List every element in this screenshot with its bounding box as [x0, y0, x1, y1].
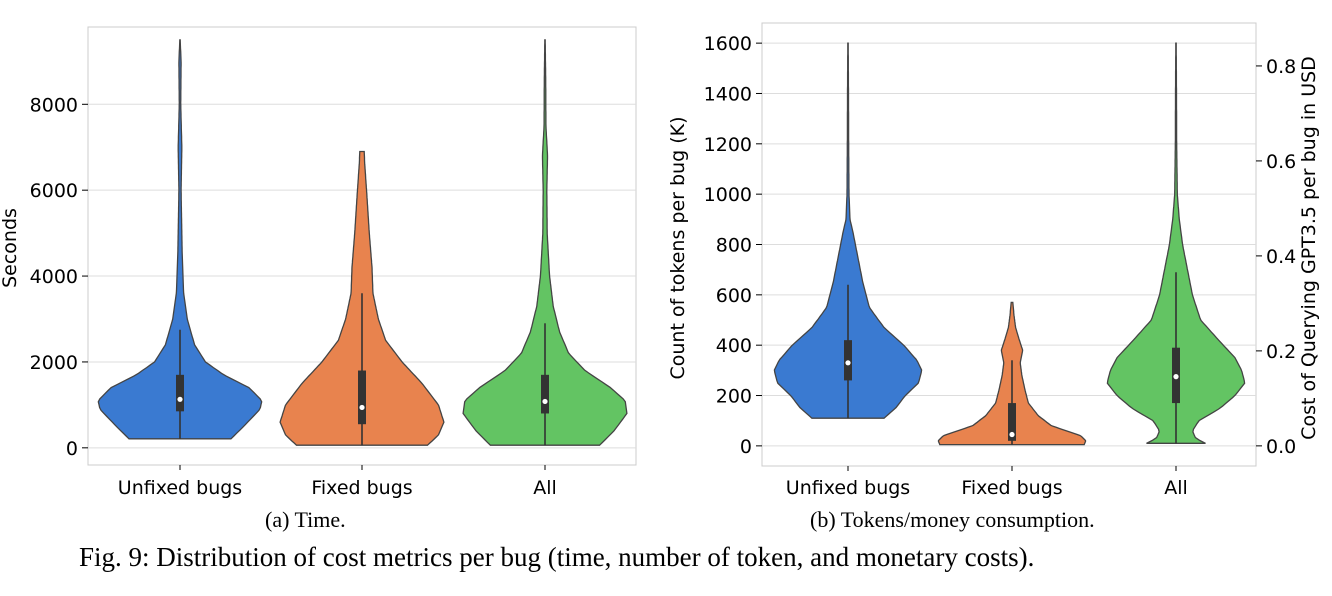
secondary-y-axis-label: Cost of Querying GPT3.5 per bug in USD [1298, 56, 1320, 440]
figure-caption: Fig. 9: Distribution of cost metrics per… [79, 542, 1035, 572]
median-marker [1009, 431, 1015, 438]
y-tick-label: 6000 [30, 180, 78, 202]
y-tick-label: 1400 [704, 83, 752, 105]
y-tick-label: 0 [740, 436, 752, 458]
subfigure-caption-a: (a) Time. [265, 507, 346, 532]
y-tick-label: 1600 [704, 33, 752, 55]
y-axis-label: Count of tokens per bug (K) [667, 117, 689, 380]
violin-body [773, 42, 923, 419]
x-tick-label: Fixed bugs [311, 477, 412, 499]
median-marker [1173, 374, 1179, 380]
secondary-y-tick-label: 0.6 [1266, 151, 1296, 173]
x-tick-labels: Unfixed bugs Fixed bugs All [786, 466, 1188, 499]
y-tick-label: 600 [716, 285, 752, 307]
x-tick-label: Unfixed bugs [786, 477, 910, 499]
secondary-y-tick-label: 0.0 [1266, 436, 1296, 458]
violins [97, 39, 628, 446]
secondary-y-tick-label: 0.4 [1266, 246, 1296, 268]
y-tick-labels: 0 2000 4000 6000 8000 [30, 94, 88, 460]
x-tick-label: Fixed bugs [961, 477, 1062, 499]
median-marker [845, 360, 851, 366]
secondary-y-tick-labels: 0.0 0.2 0.4 0.6 0.8 [1256, 56, 1296, 458]
y-tick-labels: 0 200 400 600 800 1000 1200 1400 1600 [704, 33, 762, 458]
y-tick-label: 0 [66, 438, 78, 460]
iqr-box [541, 374, 549, 414]
x-tick-label: All [533, 477, 557, 499]
iqr-box [176, 374, 184, 412]
time-violin-chart: 0 2000 4000 6000 8000 Unfixed bugs Fixed bugs… [0, 26, 637, 499]
median-marker [177, 396, 183, 402]
median-marker [542, 398, 548, 405]
y-tick-label: 1000 [704, 184, 752, 206]
y-axis-label: Seconds [0, 208, 21, 288]
subfigure-caption-b: (b) Tokens/money consumption. [810, 507, 1095, 532]
y-tick-label: 8000 [30, 94, 78, 116]
violin-body [462, 39, 628, 446]
y-tick-label: 400 [716, 335, 752, 357]
y-tick-label: 2000 [30, 352, 78, 374]
violin-body [1106, 42, 1246, 444]
secondary-y-tick-label: 0.2 [1266, 341, 1296, 363]
iqr-box [1008, 403, 1016, 441]
y-tick-label: 200 [716, 386, 752, 408]
violins [773, 42, 1246, 446]
x-tick-label: Unfixed bugs [118, 477, 242, 499]
violin-body [97, 39, 263, 440]
iqr-box [358, 370, 366, 425]
x-tick-label: All [1164, 477, 1188, 499]
y-tick-label: 4000 [30, 266, 78, 288]
median-marker [359, 404, 365, 411]
x-tick-labels: Unfixed bugs Fixed bugs All [118, 465, 557, 499]
secondary-y-tick-label: 0.8 [1266, 56, 1296, 78]
y-tick-label: 800 [716, 235, 752, 257]
y-tick-label: 1200 [704, 134, 752, 156]
